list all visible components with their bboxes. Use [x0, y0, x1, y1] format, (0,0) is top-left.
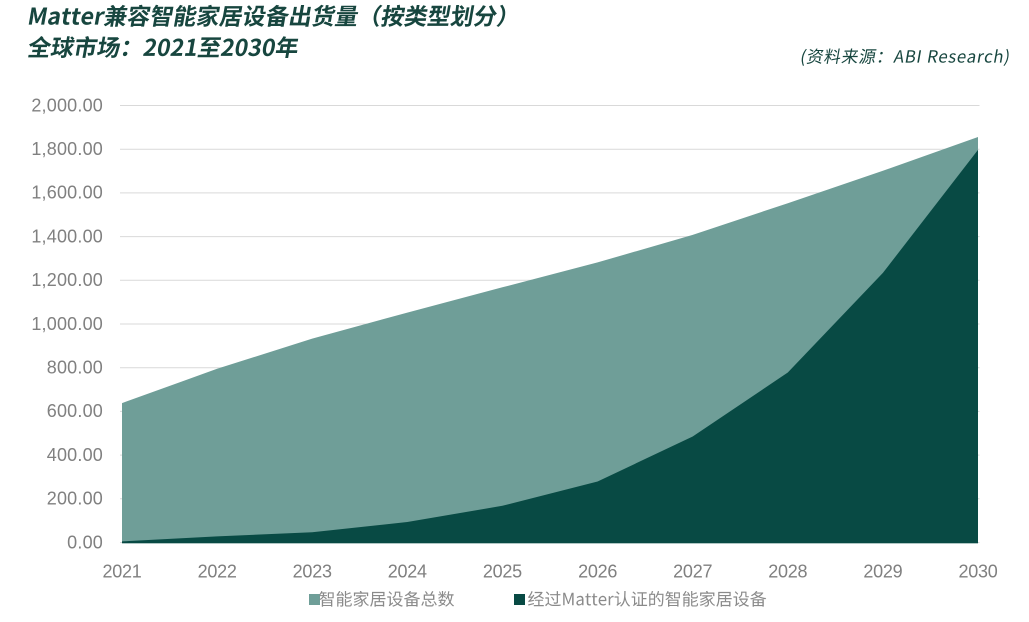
svg-text:1,600.00: 1,600.00	[31, 183, 103, 203]
svg-text:2029: 2029	[863, 562, 902, 582]
svg-text:1,800.00: 1,800.00	[31, 139, 103, 159]
svg-text:2,000.00: 2,000.00	[31, 95, 103, 115]
svg-text:1,000.00: 1,000.00	[31, 314, 103, 334]
svg-text:2024: 2024	[388, 562, 427, 582]
svg-text:2030: 2030	[958, 562, 997, 582]
svg-text:2021: 2021	[102, 562, 141, 582]
svg-text:2026: 2026	[578, 562, 617, 582]
svg-text:2025: 2025	[483, 562, 522, 582]
svg-text:2028: 2028	[768, 562, 807, 582]
svg-text:2022: 2022	[198, 562, 237, 582]
svg-text:200.00: 200.00	[47, 489, 103, 509]
svg-text:600.00: 600.00	[47, 401, 103, 421]
svg-text:1,400.00: 1,400.00	[31, 226, 103, 246]
svg-text:800.00: 800.00	[47, 358, 103, 378]
svg-text:400.00: 400.00	[47, 445, 103, 465]
svg-text:0.00: 0.00	[67, 532, 103, 552]
svg-text:2027: 2027	[673, 562, 712, 582]
svg-text:1,200.00: 1,200.00	[31, 270, 103, 290]
svg-text:2023: 2023	[293, 562, 332, 582]
